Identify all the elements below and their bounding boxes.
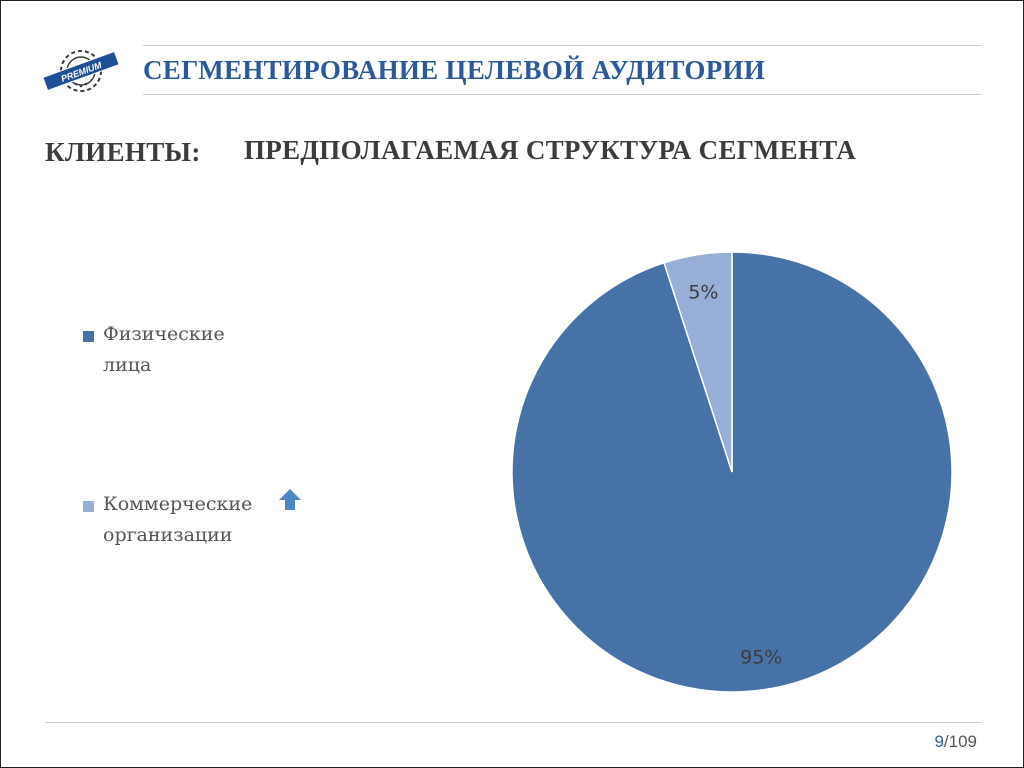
legend-item: Коммерческие организации (83, 493, 268, 551)
legend-label: Физические лица (103, 323, 225, 376)
legend-swatch (83, 331, 94, 342)
pie-slice (663, 251, 733, 473)
legend-label: Коммерческие организации (103, 493, 253, 546)
section-label: КЛИЕНТЫ: (45, 137, 201, 167)
page-title: СЕГМЕНТИРОВАНИЕ ЦЕЛЕВОЙ АУДИТОРИИ (143, 55, 766, 85)
footer-rule (45, 722, 981, 723)
data-label: 95% (740, 647, 782, 669)
data-label: 5% (688, 282, 718, 304)
chart-legend: Физические лица Коммерческие организации (83, 317, 323, 557)
page-number: 9/109 (934, 732, 977, 752)
page-current: 9 (934, 732, 944, 751)
legend-swatch (83, 501, 94, 512)
legend-item: Физические лица (83, 323, 268, 381)
premium-logo: PREMIUM (42, 50, 120, 92)
page-total: /109 (943, 732, 977, 751)
header-rule-bottom (143, 94, 981, 95)
pie-chart: 95% 5% (511, 251, 953, 693)
chart-subtitle: ПРЕДПОЛАГАЕМАЯ СТРУКТУРА СЕГМЕНТА (244, 135, 857, 165)
arrow-up-icon[interactable] (277, 487, 303, 513)
header-rule-top (143, 45, 981, 46)
